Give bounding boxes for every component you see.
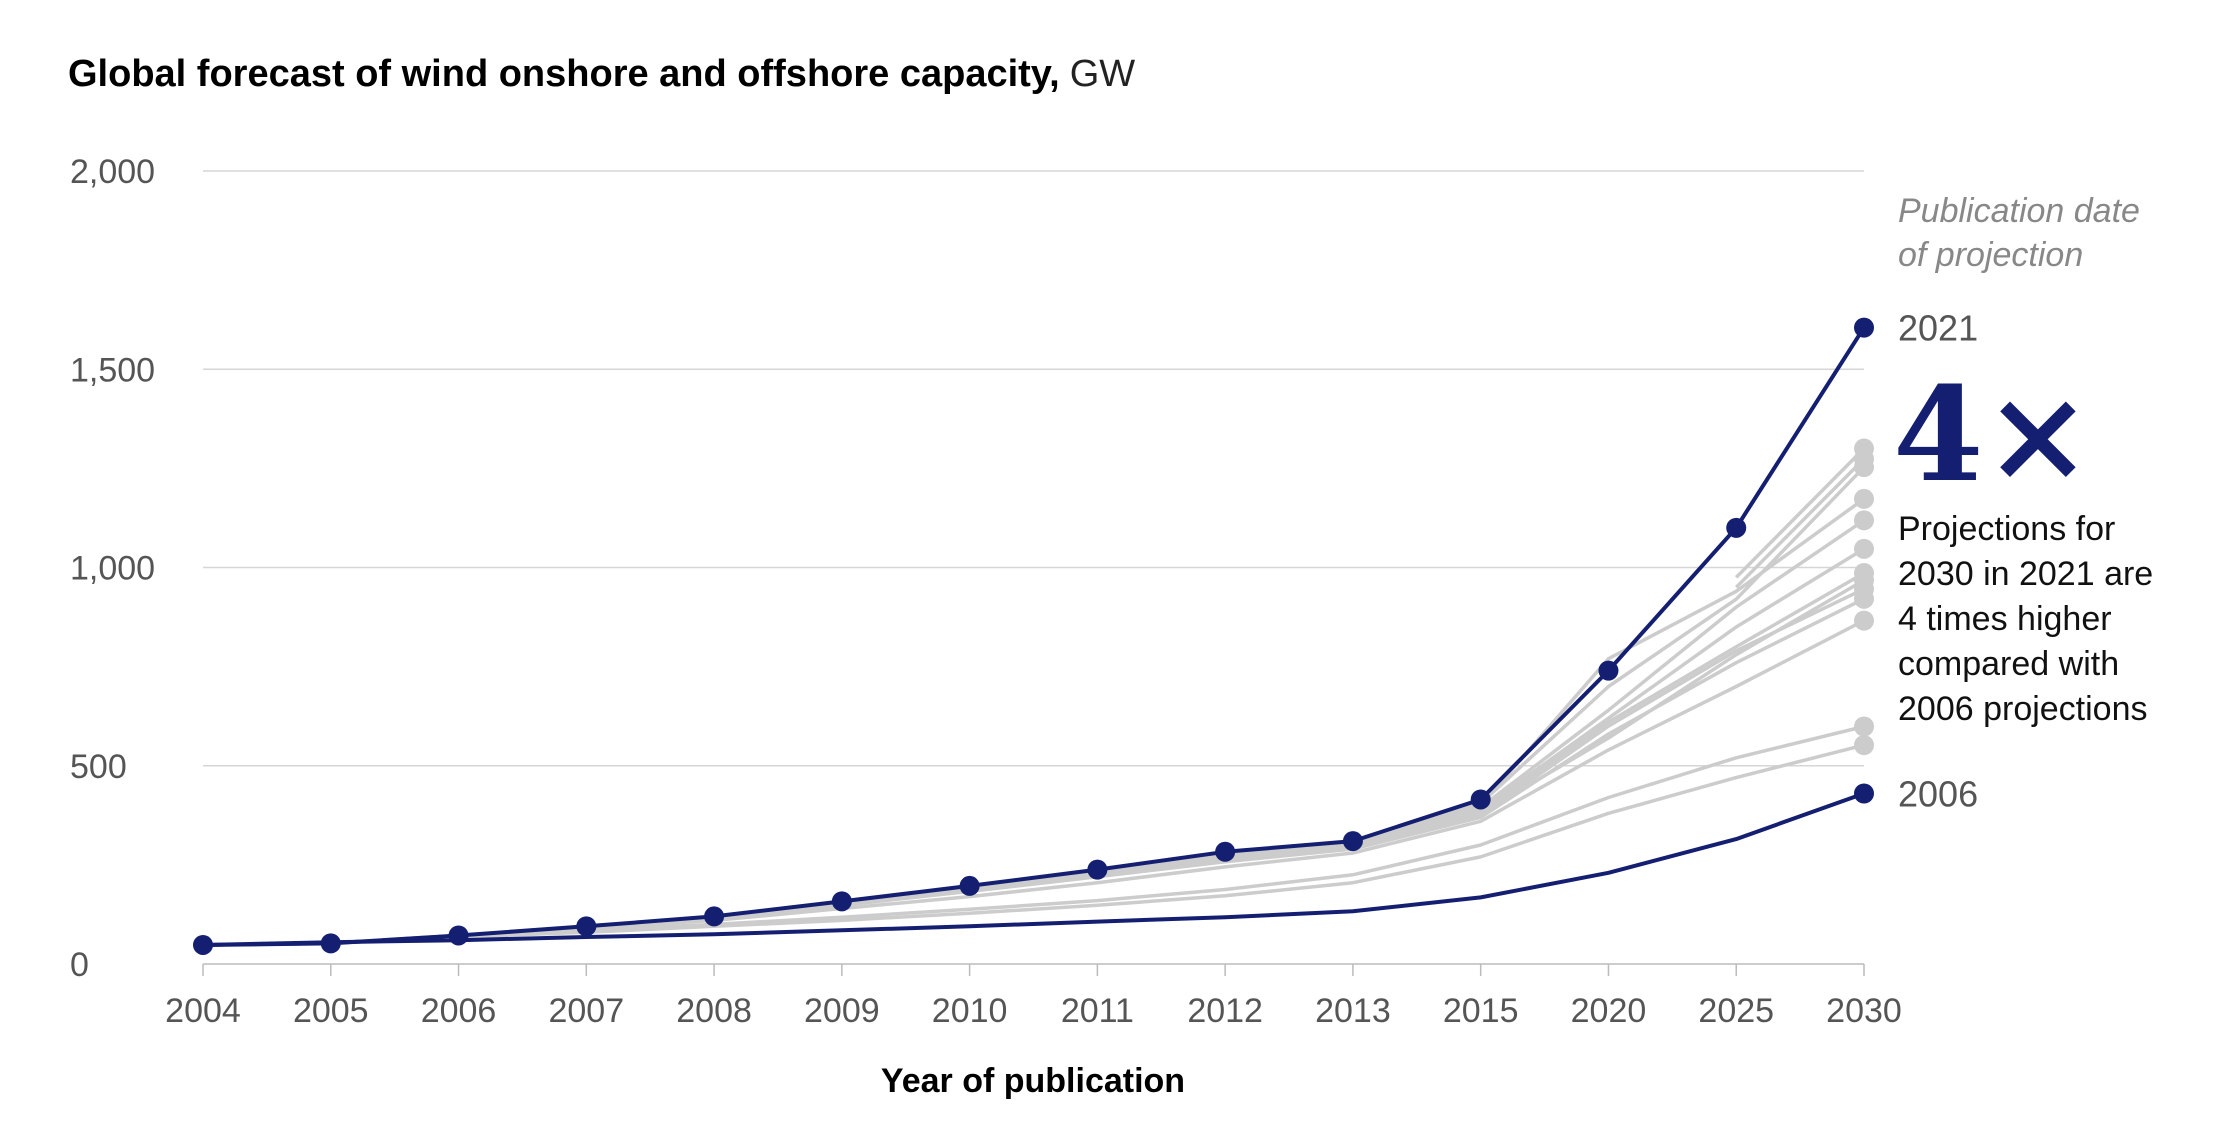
chart-title-unit: GW	[1070, 53, 1136, 95]
annotation-text: Projections for 2030 in 2021 are 4 times h…	[1898, 510, 2153, 728]
grey-series-line	[1734, 447, 1866, 579]
y-tick-label: 1,000	[70, 550, 155, 588]
annotation-line: Projections for	[1898, 510, 2115, 548]
series-point-2021	[1215, 841, 1236, 862]
x-tick-label: 2025	[1698, 992, 1774, 1030]
grey-series-end-point	[1854, 510, 1874, 531]
series-point-2021	[959, 875, 980, 896]
gridlines	[203, 170, 1864, 767]
grey-series-end-point	[1854, 563, 1874, 584]
grey-series-end-point	[1854, 438, 1874, 459]
x-tick-label: 2011	[1061, 992, 1134, 1030]
x-tick-label: 2008	[676, 992, 752, 1030]
x-tick-label: 2006	[421, 992, 497, 1030]
grey-series-line	[202, 743, 1865, 947]
annotation-line: compared with	[1898, 645, 2119, 683]
annotation-line: 2030 in 2021 are	[1898, 555, 2153, 593]
legend-title: Publication date of projection	[1898, 192, 2149, 274]
x-tick-label: 2005	[293, 992, 369, 1030]
x-axis-title: Year of publication	[881, 1062, 1185, 1100]
series-point-2021	[1726, 517, 1747, 538]
x-tick-label: 2013	[1315, 992, 1391, 1030]
x-tick-label: 2004	[165, 992, 241, 1030]
x-axis: 2004 2005 2006 2007 2008 2009 2010 2011 2012 2013…	[165, 963, 1902, 1030]
series-point-2021	[1854, 317, 1874, 338]
annotation-line: 2006 projections	[1898, 690, 2148, 728]
grey-series-line	[202, 587, 1865, 947]
chart-title-main: Global forecast of wind onshore and offs…	[68, 53, 1060, 95]
grey-series-end-point	[1854, 716, 1874, 737]
series-point-2021	[1342, 831, 1363, 852]
grey-series-line	[1734, 457, 1866, 589]
series-line-2021	[202, 326, 1866, 947]
series-label-2006: 2006	[1898, 774, 1978, 815]
grey-series-line	[202, 597, 1865, 947]
x-tick-label: 2015	[1443, 992, 1519, 1030]
x-tick-label: 2007	[548, 992, 624, 1030]
series-labels: 2021 2006	[1898, 308, 1978, 815]
series-line-2006	[202, 791, 1865, 947]
series-point-2021	[1470, 789, 1491, 810]
grey-series-end-point	[1854, 610, 1874, 631]
chart-title: Global forecast of wind onshore and offs…	[68, 53, 1135, 95]
y-axis-labels: 0 500 1,000 1,500 2,000	[70, 153, 155, 984]
series-point-2021	[448, 925, 469, 946]
annotation-line: 4 times higher	[1898, 600, 2112, 638]
x-tick-label: 2030	[1826, 992, 1902, 1030]
legend-title-line: Publication date	[1898, 192, 2140, 230]
highlight-projection-lines	[193, 317, 1874, 955]
y-tick-label: 500	[70, 748, 127, 786]
x-tick-label: 2020	[1571, 992, 1647, 1030]
y-tick-label: 0	[70, 946, 89, 984]
x-tick-label: 2010	[932, 992, 1008, 1030]
series-point-2021	[1087, 859, 1108, 880]
x-tick-label: 2012	[1187, 992, 1263, 1030]
annotation-big-text: 4×	[1893, 358, 2092, 511]
series-point-2021	[1598, 660, 1619, 681]
grey-series-end-point	[1854, 488, 1874, 509]
y-tick-label: 2,000	[70, 153, 155, 191]
series-label-2021: 2021	[1898, 308, 1978, 349]
series-point-2006	[1854, 783, 1874, 804]
y-tick-label: 1,500	[70, 351, 155, 389]
series-point-2021	[704, 906, 725, 927]
x-tick-label: 2009	[804, 992, 880, 1030]
grey-series-end-point	[1854, 735, 1874, 756]
series-point-2021	[831, 891, 852, 912]
legend-title-line: of projection	[1898, 236, 2083, 274]
series-point-2021	[576, 916, 597, 937]
grey-series-line	[202, 724, 1865, 947]
grey-series-end-point	[1854, 538, 1874, 559]
